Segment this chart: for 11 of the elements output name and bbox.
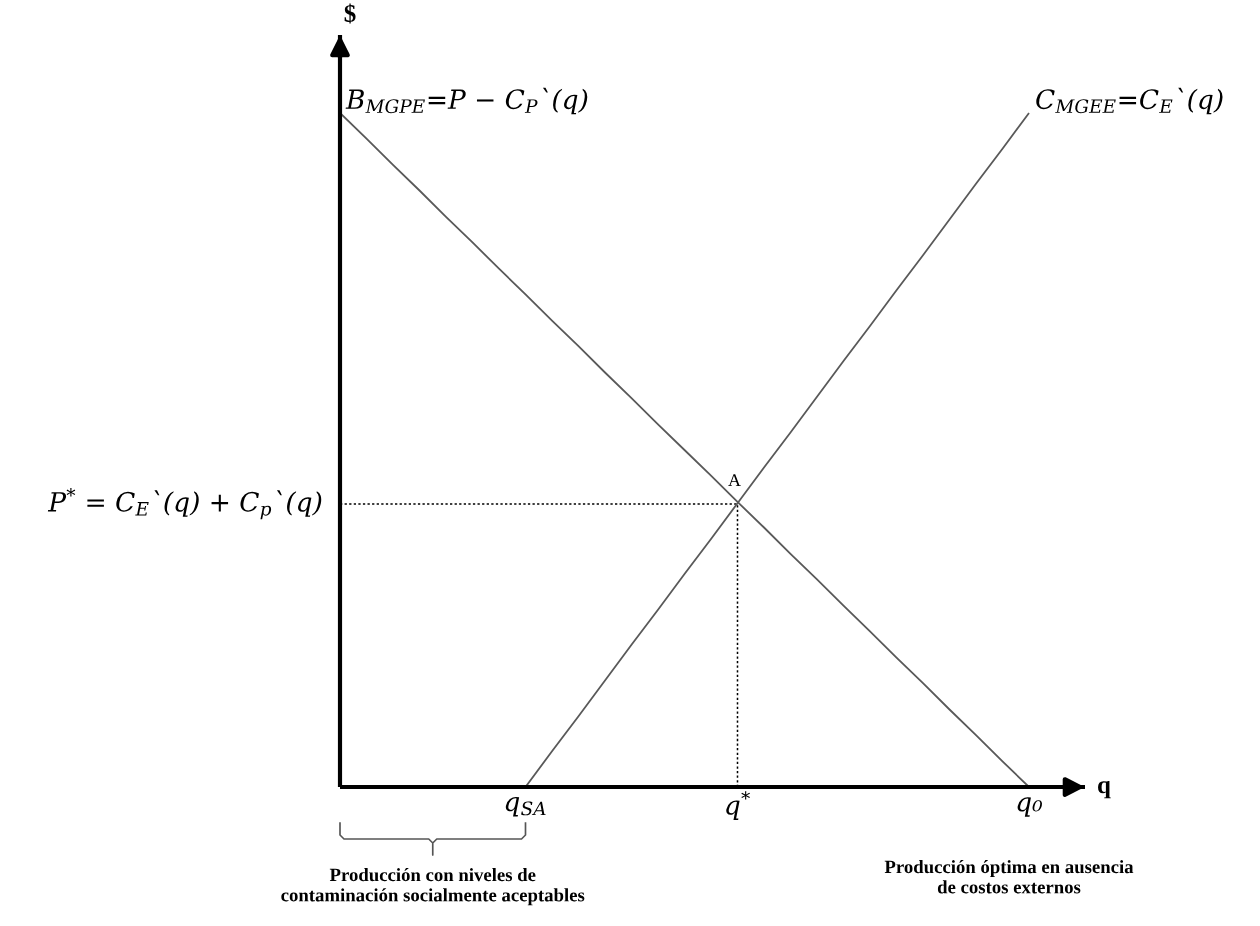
text: P$^{*}$ = C$_{E}$`(q) + C$_{p}$`(q) [47, 488, 322, 520]
annotation: A [728, 474, 741, 487]
series-label: C$_{MGEE}$=C$_{E}$`(q) [1036, 87, 1223, 115]
x-tick-label: q$^{*}$ [726, 791, 750, 820]
y-axis-title: $ [344, 3, 356, 24]
x-tick-label: q₀ [1017, 797, 1043, 817]
text: Producción con niveles de contaminación socialmente aceptables [281, 867, 585, 906]
text: Producción óptima en ausencia de costos externos [884, 860, 1134, 894]
series-label: B$_{MGPE}$=P − C$_{P}$`(q) [345, 87, 588, 115]
x-tick-label: q$_{SA}$ [505, 796, 546, 817]
x-axis-title: q [1098, 780, 1111, 799]
